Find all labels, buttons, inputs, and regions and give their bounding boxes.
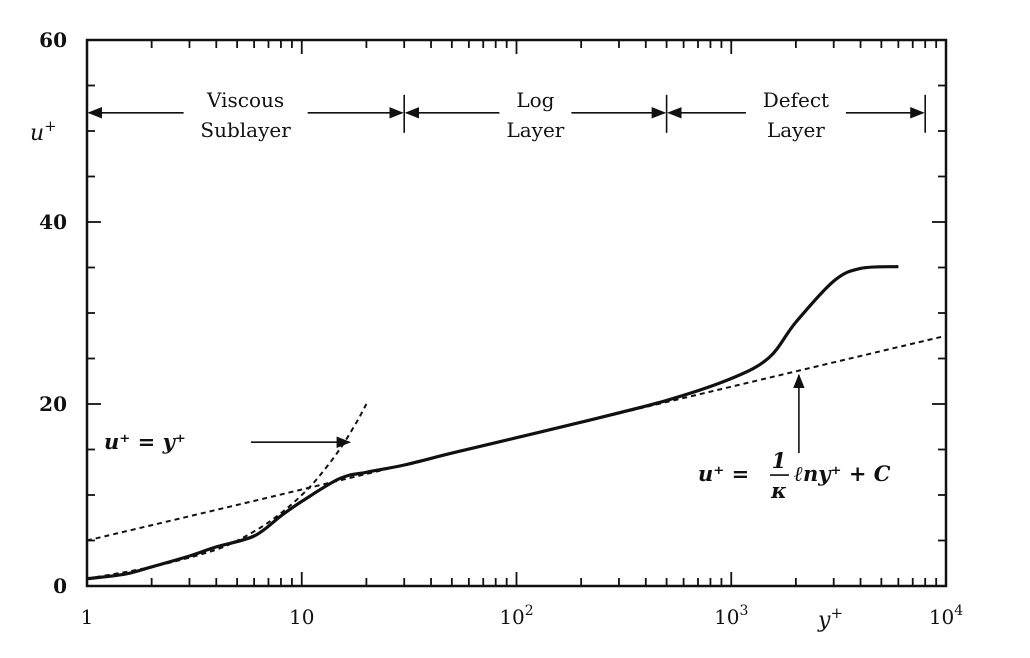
- y-axis-title: u+: [30, 117, 57, 146]
- annotation-linear-law: u⁺ = y⁺: [104, 429, 186, 454]
- x-tick-label: 103: [714, 603, 748, 629]
- annotation-log-law-suffix: ℓny⁺ + C: [794, 461, 891, 486]
- x-tick-exponent: 4: [954, 603, 963, 619]
- annotation-log-law-prefix: u⁺ =: [698, 461, 749, 486]
- region-markers: Viscous Sublayer Log Layer Defect Layer: [86, 88, 926, 142]
- y-tick-label: 20: [39, 392, 67, 416]
- x-axis-title-superscript: +: [830, 604, 843, 622]
- tick-labels: 1 10 102 103 104 0 20 40 60: [39, 28, 963, 629]
- x-tick-exponent: 2: [525, 603, 534, 619]
- annotation-log-law-denominator: κ: [770, 478, 787, 503]
- dashed-curve-2: [86, 334, 947, 542]
- region-label-line2: Sublayer: [200, 118, 291, 142]
- region-label-line1: Log: [516, 88, 554, 112]
- x-tick-label: 102: [499, 603, 533, 629]
- data-series: [86, 265, 947, 581]
- axis-ticks: [87, 40, 946, 586]
- x-axis-title: y+: [817, 604, 843, 633]
- region-label-line2: Layer: [506, 118, 564, 142]
- x-tick-label: 104: [929, 603, 963, 629]
- y-axis-title-superscript: +: [44, 117, 57, 135]
- solid-curve: [86, 265, 899, 581]
- y-tick-label: 60: [39, 28, 67, 52]
- region-label-line1: Viscous: [206, 88, 284, 112]
- y-tick-label: 0: [53, 574, 67, 598]
- region-label-line2: Layer: [767, 118, 825, 142]
- annotation-log-law-numerator: 1: [772, 448, 787, 473]
- region-label-line1: Defect: [763, 88, 829, 112]
- x-tick-label: 10: [289, 605, 314, 629]
- x-tick-label: 1: [81, 605, 94, 629]
- annotations: u⁺ = y⁺ u⁺ = 1 κ ℓny⁺ + C: [104, 373, 891, 503]
- x-tick-exponent: 3: [740, 603, 749, 619]
- axis-titles: u+ y+: [30, 117, 843, 633]
- y-tick-label: 40: [39, 210, 67, 234]
